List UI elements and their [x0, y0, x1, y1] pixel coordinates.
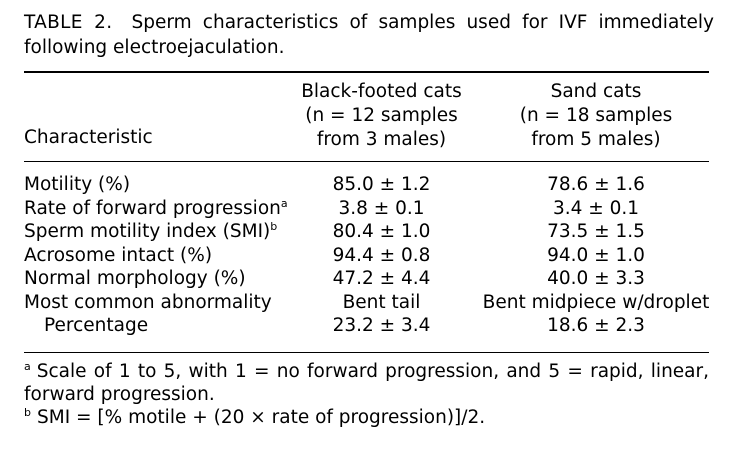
footnote-a: a Scale of 1 to 5, with 1 = no forward pr… [24, 360, 709, 406]
header-col3-line1: Sand cats [550, 81, 642, 102]
footnote-b-text: SMI = [% motile + (20 × rate of progress… [36, 407, 486, 428]
header-col3-line3: from 5 males) [531, 129, 661, 150]
footnote-marker: b [270, 220, 278, 233]
table-row: Motility (%) 85.0 ± 1.2 78.6 ± 1.6 [24, 173, 709, 197]
cell-black-footed: 47.2 ± 4.4 [332, 268, 431, 289]
table-caption: TABLE 2. Sperm characteristics of sample… [24, 10, 714, 60]
table-footnotes: a Scale of 1 to 5, with 1 = no forward pr… [24, 360, 709, 429]
cell-black-footed: 85.0 ± 1.2 [332, 174, 431, 195]
footnote-b-marker: b [24, 406, 31, 419]
cell-black-footed: 94.4 ± 0.8 [332, 244, 431, 266]
footnote-marker: a [280, 196, 288, 210]
table-body: Motility (%) 85.0 ± 1.2 78.6 ± 1.6 Rate … [24, 173, 709, 338]
cell-sand: 3.4 ± 0.1 [552, 197, 640, 219]
cell-sand: 40.0 ± 3.3 [547, 268, 645, 289]
footnote-a-text: Scale of 1 to 5, with 1 = no forward pro… [24, 361, 709, 405]
row-label: Rate of forward progressiona [24, 196, 288, 219]
footnote-b: b SMI = [% motile + (20 × rate of progres… [24, 406, 709, 429]
header-black-footed-cats: Black-footed cats (n = 12 samples from 3… [284, 80, 479, 152]
table-label: TABLE 2. [24, 12, 113, 33]
cell-sand: 73.5 ± 1.5 [547, 221, 645, 242]
row-label: Most common abnormality [24, 291, 272, 313]
header-col2-line1: Black-footed cats [301, 81, 462, 102]
row-label: Motility (%) [24, 174, 131, 195]
header-col3-line2: (n = 18 samples [519, 105, 673, 126]
cell-sand: 18.6 ± 2.3 [547, 315, 645, 336]
table-row: Normal morphology (%) 47.2 ± 4.4 40.0 ± … [24, 267, 709, 291]
cell-black-footed: 23.2 ± 3.4 [332, 315, 431, 336]
row-label: Acrosome intact (%) [24, 244, 213, 266]
row-label: Normal morphology (%) [24, 268, 246, 289]
header-col2-line3: from 3 males) [316, 129, 447, 150]
table-title: Sperm characteristics of samples used fo… [24, 12, 715, 58]
table-row: Percentage 23.2 ± 3.4 18.6 ± 2.3 [24, 314, 709, 338]
table-header: Characteristic Black-footed cats (n = 12… [24, 80, 709, 154]
top-rule [24, 71, 709, 73]
header-rule [24, 161, 709, 162]
cell-sand: Bent midpiece w/droplet [482, 291, 710, 313]
header-col2-line2: (n = 12 samples [305, 105, 458, 126]
cell-sand: 78.6 ± 1.6 [547, 174, 645, 195]
cell-sand: 94.0 ± 1.0 [547, 244, 645, 266]
table-row: Rate of forward progressiona 3.8 ± 0.1 3… [24, 197, 709, 221]
table-row: Acrosome intact (%) 94.4 ± 0.8 94.0 ± 1.… [24, 244, 709, 268]
table-row: Sperm motility index (SMI)b 80.4 ± 1.0 7… [24, 220, 709, 244]
row-label: Percentage [44, 315, 149, 336]
bottom-rule [24, 352, 709, 353]
table-row: Most common abnormality Bent tail Bent m… [24, 291, 709, 315]
cell-black-footed: Bent tail [342, 291, 421, 313]
header-characteristic: Characteristic [24, 127, 153, 148]
cell-black-footed: 3.8 ± 0.1 [338, 197, 425, 219]
header-sand-cats: Sand cats (n = 18 samples from 5 males) [476, 80, 716, 152]
footnote-a-marker: a [24, 360, 31, 373]
cell-black-footed: 80.4 ± 1.0 [332, 221, 431, 242]
row-label: Sperm motility index (SMI)b [24, 220, 278, 242]
